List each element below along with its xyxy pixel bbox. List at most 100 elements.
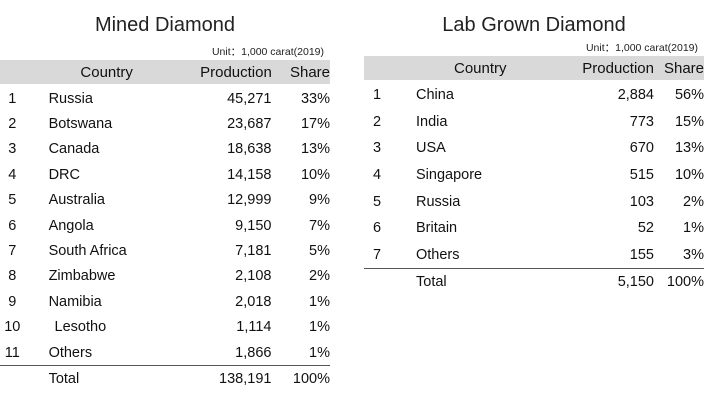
production-cell: 12,999 xyxy=(227,192,272,209)
production-cell: 52 xyxy=(637,220,654,237)
share-cell: 10% xyxy=(674,167,704,184)
country-cell: Russia xyxy=(48,90,93,107)
country-cell: South Africa xyxy=(48,243,127,260)
rank-cell: 5 xyxy=(372,193,382,210)
rank-cell: 2 xyxy=(372,113,382,130)
production-cell: 23,687 xyxy=(227,116,272,133)
total-production: 5,150 xyxy=(617,274,654,291)
production-cell: 9,150 xyxy=(235,217,272,234)
table-row: 1 Russia 45,271 33% xyxy=(0,86,330,111)
rank-cell: 4 xyxy=(8,166,17,183)
share-cell: 15% xyxy=(674,113,704,130)
rank-cell: 3 xyxy=(8,141,17,158)
country-header: Country xyxy=(454,59,507,77)
table-row: 6 Angola 9,150 7% xyxy=(0,213,330,238)
share-cell: 9% xyxy=(309,192,331,209)
rank-cell: 9 xyxy=(8,293,17,310)
lab-unit-note: Unit：1,000 carat(2019) xyxy=(585,42,698,54)
mined-table-header: Country Production Share xyxy=(0,60,330,84)
production-cell: 18,638 xyxy=(227,141,272,158)
country-cell: Britain xyxy=(416,220,458,237)
share-cell: 56% xyxy=(674,87,704,104)
country-cell: Botswana xyxy=(48,116,113,133)
lab-table-header: Country Production Share xyxy=(364,56,704,80)
rank-cell: 3 xyxy=(372,140,382,157)
production-cell: 773 xyxy=(629,113,654,130)
share-cell: 10% xyxy=(300,166,331,183)
share-cell: 2% xyxy=(683,193,704,210)
share-header: Share xyxy=(663,59,704,77)
rank-cell: 6 xyxy=(8,217,17,234)
country-cell: Namibia xyxy=(48,293,102,310)
lab-table-body: 1 China 2,884 56% 2 India 773 15% 3 USA … xyxy=(364,82,704,296)
share-cell: 2% xyxy=(309,268,331,285)
country-cell: Lesotho xyxy=(54,319,107,336)
production-cell: 155 xyxy=(629,246,654,263)
total-production: 138,191 xyxy=(219,370,272,387)
table-row: 10 Lesotho 1,114 1% xyxy=(0,315,330,340)
production-cell: 45,271 xyxy=(227,90,272,107)
country-cell: Canada xyxy=(48,141,100,158)
country-header: Country xyxy=(80,63,133,81)
country-cell: DRC xyxy=(48,166,80,183)
country-cell: Singapore xyxy=(416,167,483,184)
table-row: 7 South Africa 7,181 5% xyxy=(0,238,330,263)
production-cell: 515 xyxy=(629,167,654,184)
share-cell: 7% xyxy=(309,217,331,234)
production-cell: 2,108 xyxy=(235,268,272,285)
table-row: 11 Others 1,866 1% xyxy=(0,340,330,365)
country-cell: Others xyxy=(416,246,460,263)
total-share: 100% xyxy=(666,274,704,291)
rank-cell: 8 xyxy=(8,268,17,285)
share-cell: 13% xyxy=(300,141,331,158)
production-cell: 670 xyxy=(629,140,654,157)
lab-grown-diamond-title: Lab Grown Diamond xyxy=(442,14,626,36)
rank-cell: 2 xyxy=(8,116,17,133)
table-row: 5 Australia 12,999 9% xyxy=(0,188,330,213)
table-row: 3 Canada 18,638 13% xyxy=(0,137,330,162)
mined-diamond-title: Mined Diamond xyxy=(94,14,236,36)
share-cell: 3% xyxy=(683,246,704,263)
country-cell: Others xyxy=(48,344,93,361)
share-cell: 33% xyxy=(300,90,331,107)
share-cell: 17% xyxy=(300,116,331,133)
total-label: Total xyxy=(416,274,447,291)
table-row: 4 Singapore 515 10% xyxy=(364,162,704,189)
country-cell: Angola xyxy=(48,217,94,234)
mined-table-body: 1 Russia 45,271 33% 2 Botswana 23,687 17… xyxy=(0,86,330,392)
share-cell: 1% xyxy=(309,319,330,336)
lab-grown-diamond-panel: Lab Grown Diamond Unit：1,000 carat(2019)… xyxy=(364,0,704,296)
production-cell: 103 xyxy=(629,193,654,210)
table-row: 6 Britain 52 1% xyxy=(364,215,704,242)
table-row: 4 DRC 14,158 10% xyxy=(0,162,330,187)
total-label: Total xyxy=(48,370,80,387)
table-row: 9 Namibia 2,018 1% xyxy=(0,289,330,314)
share-cell: 1% xyxy=(683,220,704,237)
table-row: 2 Botswana 23,687 17% xyxy=(0,111,330,136)
rank-cell: 11 xyxy=(4,344,20,361)
total-row: Total 138,191 100% xyxy=(0,365,330,391)
country-cell: China xyxy=(416,87,454,104)
mined-diamond-panel: Mined Diamond Unit：1,000 carat(2019) Cou… xyxy=(0,0,330,392)
rank-cell: 1 xyxy=(8,90,17,107)
mined-unit-note: Unit：1,000 carat(2019) xyxy=(211,46,324,58)
country-cell: Australia xyxy=(48,192,105,209)
total-share: 100% xyxy=(292,370,331,387)
table-row: 7 Others 155 3% xyxy=(364,242,704,269)
country-cell: Russia xyxy=(416,193,461,210)
total-row: Total 5,150 100% xyxy=(364,268,704,296)
production-header: Production xyxy=(582,59,654,77)
table-row: 5 Russia 103 2% xyxy=(364,188,704,215)
rank-cell: 5 xyxy=(8,192,17,209)
rank-cell: 10 xyxy=(4,319,21,336)
production-cell: 1,114 xyxy=(236,319,272,336)
country-cell: India xyxy=(416,113,448,130)
rank-cell: 6 xyxy=(372,220,382,237)
production-cell: 2,018 xyxy=(235,293,272,310)
share-cell: 1% xyxy=(309,344,331,361)
production-header: Production xyxy=(200,63,272,81)
share-header: Share xyxy=(289,63,330,81)
table-row: 3 USA 670 13% xyxy=(364,135,704,162)
production-cell: 14,158 xyxy=(227,166,272,183)
rank-cell: 7 xyxy=(8,243,17,260)
